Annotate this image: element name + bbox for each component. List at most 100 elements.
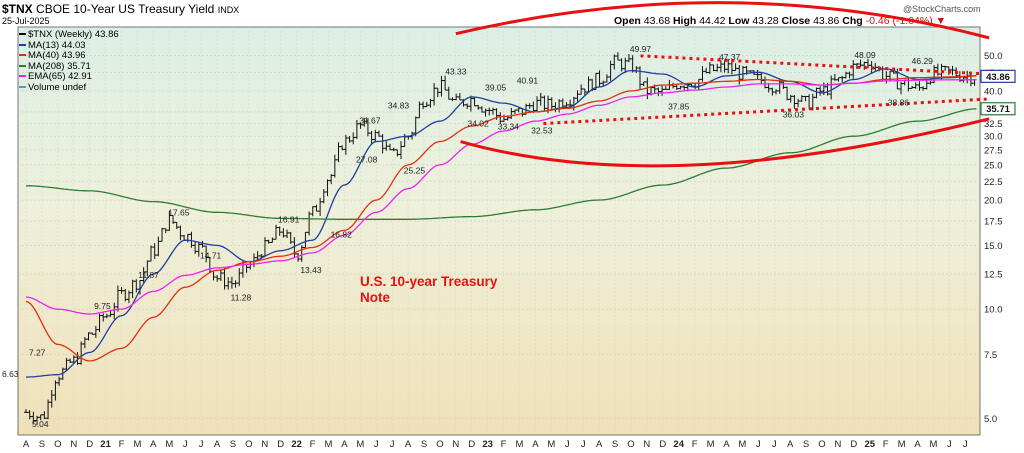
x-tick-label: N (452, 439, 459, 450)
legend-swatch (19, 75, 26, 78)
legend-swatch (19, 43, 26, 46)
price-badge (980, 69, 1016, 83)
x-tick-label: A (341, 439, 348, 450)
y-tick-label: 10.0 (984, 305, 1003, 316)
x-tick-label: M (898, 439, 906, 450)
x-tick-label: S (230, 439, 236, 450)
point-labels-layer: 6.63 7.27 5.04 9.75 11.87 17.65 14.71 11.28 16.9… (2, 44, 933, 429)
data-label: 39.05 (485, 83, 507, 93)
chart-date: 25-Jul-2025 (2, 16, 50, 26)
annotation: U.S. 10-year Treasury Note (360, 274, 497, 306)
x-tick-label: F (119, 439, 125, 450)
data-label: 34.02 (467, 118, 489, 128)
data-label: 27.08 (356, 154, 378, 164)
x-tick-label: O (245, 439, 252, 450)
x-tick-label: N (643, 439, 650, 450)
x-tick-label: 22 (291, 439, 302, 450)
data-label: 13.43 (300, 265, 322, 275)
x-tick-label: J (756, 439, 761, 450)
legend-swatch (19, 85, 26, 88)
data-label: 25.25 (404, 165, 426, 175)
legend: $TNX (Weekly) 43.86 MA(13) 44.03 MA(40) 43… (19, 29, 119, 93)
x-tick-label: F (692, 439, 698, 450)
x-tick-label: 23 (482, 439, 493, 450)
data-label: 46.29 (912, 56, 934, 66)
annotation-line-1: U.S. 10-year Treasury (360, 274, 498, 289)
legend-item: MA(13) 44.03 (19, 39, 119, 52)
data-label: 31.67 (359, 116, 381, 126)
x-tick-label: M (165, 439, 173, 450)
price-badges-layer: 43.86 35.71 (980, 69, 1016, 116)
legend-label: Volume undef (28, 81, 87, 93)
data-label: 16.91 (278, 214, 300, 224)
y-tick-label: 5.0 (984, 414, 997, 425)
legend-label: EMA(65) 42.91 (28, 71, 92, 82)
x-tick-label: D (659, 439, 666, 450)
x-tick-label: J (581, 439, 586, 450)
series-ma-208- (26, 108, 977, 220)
data-label: 16.82 (331, 229, 353, 239)
data-label: 48.09 (854, 50, 876, 60)
data-label: 11.28 (231, 292, 252, 302)
data-label: 6.63 (2, 369, 19, 379)
data-label: 37.85 (668, 102, 690, 112)
y-tick-label: 7.5 (984, 350, 997, 361)
x-tick-label: N (261, 439, 268, 450)
x-tick-label: S (612, 439, 618, 450)
x-tick-label: F (883, 439, 889, 450)
series-ma-13- (25, 68, 977, 378)
x-tick-label: O (436, 439, 443, 450)
x-tick-label: 21 (100, 439, 111, 450)
x-tick-label: A (23, 439, 30, 450)
arc-top (455, 1, 990, 40)
x-tick-label: S (421, 439, 427, 450)
x-tick-label: D (86, 439, 93, 450)
data-label: 38.86 (888, 97, 910, 107)
legend-label: MA(208) 35.71 (28, 60, 91, 72)
x-tick-label: F (310, 439, 316, 450)
series-layer (24, 52, 977, 425)
x-tick-label: A (787, 439, 794, 450)
x-tick-label: D (850, 439, 857, 450)
x-tick-label: D (468, 439, 475, 450)
x-tick-label: A (150, 439, 157, 450)
x-tick-label: M (547, 439, 555, 450)
x-tick-label: N (70, 439, 77, 450)
x-tick-label: F (501, 439, 507, 450)
y-tick-label: 32.5 (984, 119, 1003, 130)
y-tick-label: 17.5 (984, 217, 1003, 228)
legend-item: MA(40) 43.96 (19, 50, 119, 62)
y-tick-label: 15.0 (984, 241, 1003, 252)
x-tick-label: J (963, 439, 968, 450)
x-tick-label: 25 (864, 439, 875, 450)
y-tick-label: 50.0 (984, 51, 1003, 62)
symbol: $TNX (2, 2, 33, 16)
data-label: 9.75 (94, 301, 111, 311)
price-badge-label: 43.86 (986, 72, 1010, 83)
y-tick-label: 25.0 (984, 160, 1003, 171)
data-label: 43.33 (445, 66, 467, 76)
x-tick-label: J (183, 439, 188, 450)
drawn-lines-layer (455, 1, 990, 168)
legend-item: $TNX (Weekly) 43.86 (19, 29, 119, 41)
x-tick-label: M (516, 439, 524, 450)
x-tick-label: M (738, 439, 746, 450)
data-label: 11.87 (138, 270, 159, 280)
data-label: 33.34 (498, 122, 520, 132)
y-tick-label: 30.0 (984, 132, 1003, 143)
legend-item: EMA(65) 42.91 (19, 71, 119, 83)
data-label: 34.83 (388, 101, 410, 111)
y-tick-label: 40.0 (984, 86, 1003, 97)
x-tick-label: J (947, 439, 952, 450)
data-label: 36.03 (783, 109, 805, 119)
price-badge-label: 35.71 (986, 104, 1010, 115)
ohlc-readout: Open 43.68 High 44.42 Low 43.28 Close 43… (614, 15, 947, 27)
trendline-dotted-upper (640, 54, 990, 76)
x-tick-label: A (723, 439, 730, 450)
legend-label: MA(13) 44.03 (28, 39, 86, 51)
exchange: INDX (217, 5, 240, 15)
y-tick-label: 27.5 (984, 145, 1003, 156)
x-tick-label: A (532, 439, 539, 450)
legend-item: MA(208) 35.71 (19, 60, 119, 73)
